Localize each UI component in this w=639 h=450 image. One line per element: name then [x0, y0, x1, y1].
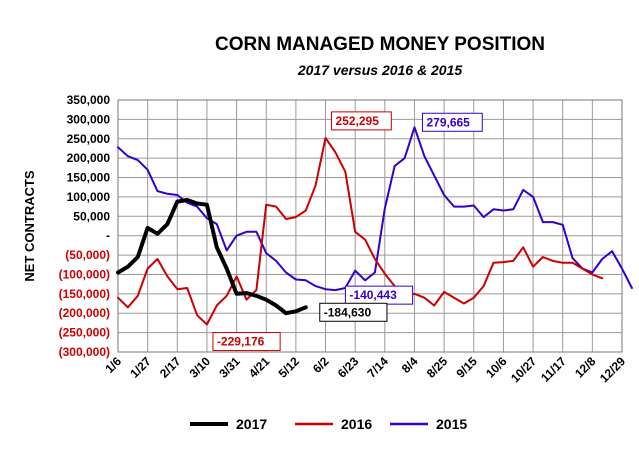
data-label-box	[421, 112, 483, 132]
x-tick-label: 5/12	[276, 354, 303, 381]
data-label: 252,295	[336, 114, 380, 128]
x-tick-label: 3/10	[187, 354, 214, 381]
legend-label-2015: 2015	[436, 416, 467, 432]
data-label: -184,630	[324, 305, 372, 319]
data-label: 279,665	[426, 115, 470, 129]
y-tick-label: (250,000)	[59, 326, 110, 340]
y-tick-label: 300,000	[67, 112, 111, 126]
y-tick-label: 350,000	[67, 93, 111, 107]
x-tick-label: 3/31	[216, 354, 243, 381]
x-tick-label: 1/27	[127, 354, 154, 381]
y-tick-label: 50,000	[73, 209, 110, 223]
series-line-2016	[117, 136, 604, 326]
y-tick-label: (200,000)	[59, 306, 110, 320]
x-tick-label: 12/29	[597, 354, 628, 385]
y-tick-label: (150,000)	[59, 287, 110, 301]
data-label-box	[331, 111, 392, 131]
x-tick-label: 11/17	[538, 354, 569, 385]
chart-title: CORN MANAGED MONEY POSITION	[215, 34, 545, 55]
series-line-2015	[117, 126, 633, 292]
legend-label-2017: 2017	[236, 416, 267, 432]
x-tick-label: 7/14	[365, 354, 392, 381]
data-label-box	[212, 332, 281, 352]
x-tick-label: 10/27	[508, 354, 539, 385]
x-tick-label: 8/4	[399, 354, 421, 376]
x-tick-label: 6/2	[310, 354, 332, 376]
legend-label-2016: 2016	[341, 416, 372, 432]
y-axis-label: NET CONTRACTS	[22, 170, 37, 282]
y-tick-label: (100,000)	[59, 267, 110, 281]
series-line-2017	[116, 198, 308, 316]
y-tick-label: (50,000)	[65, 248, 110, 262]
x-tick-label: 4/21	[246, 354, 273, 381]
data-label-box	[319, 302, 388, 322]
chart-subtitle: 2017 versus 2016 & 2015	[297, 62, 462, 78]
x-tick-label: 9/15	[453, 354, 480, 381]
x-tick-label: 12/8	[572, 354, 599, 381]
y-tick-label: 200,000	[67, 151, 111, 165]
x-tick-label: 2/17	[157, 354, 184, 381]
x-tick-label: 8/25	[424, 354, 451, 381]
y-tick-label: 250,000	[67, 132, 111, 146]
y-tick-label: (300,000)	[59, 345, 110, 359]
y-tick-label: 100,000	[67, 190, 111, 204]
y-tick-label: 150,000	[67, 171, 111, 185]
plot-area	[117, 99, 623, 353]
y-tick-label: -	[106, 229, 110, 243]
data-label: -140,443	[349, 288, 397, 302]
data-label: -229,176	[217, 335, 265, 349]
x-tick-label: 10/6	[483, 354, 510, 381]
x-tick-label: 6/23	[335, 354, 362, 381]
